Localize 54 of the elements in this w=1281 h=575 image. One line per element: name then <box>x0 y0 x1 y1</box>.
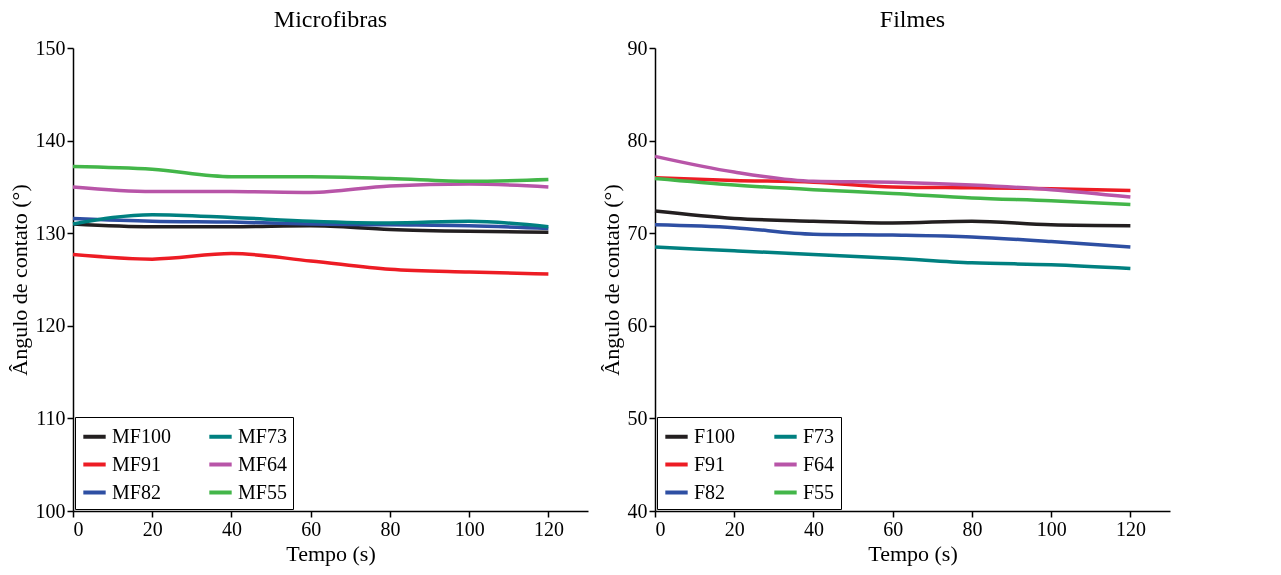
line-series <box>71 164 551 184</box>
line-series <box>653 176 1133 207</box>
x-axis-title: Tempo (s) <box>286 540 376 566</box>
y-tick-label: 90 <box>627 36 648 59</box>
legend-label: F64 <box>803 452 835 475</box>
line-series <box>653 209 1133 228</box>
line-series <box>653 154 1133 199</box>
chart-title: Filmes <box>879 6 946 32</box>
line-series <box>71 222 551 235</box>
x-tick-label: 40 <box>221 517 242 540</box>
y-tick-label: 140 <box>35 129 66 152</box>
x-tick-label: 120 <box>533 517 564 540</box>
x-tick-label: 60 <box>883 517 904 540</box>
line-series <box>653 245 1133 271</box>
x-tick-label: 0 <box>73 517 84 540</box>
x-tick-label: 100 <box>1036 517 1067 540</box>
x-tick-label: 60 <box>301 517 322 540</box>
y-tick-label: 130 <box>35 221 66 244</box>
x-tick-label: 120 <box>1115 517 1146 540</box>
line-series <box>71 182 551 195</box>
line-series <box>653 223 1133 249</box>
x-tick-label: 100 <box>454 517 485 540</box>
y-axis-title: Ângulo de contato (°) <box>598 184 624 376</box>
y-axis-title: Ângulo de contato (°) <box>6 184 32 376</box>
legend-label: MF64 <box>238 452 287 475</box>
legend-label: F82 <box>694 480 726 503</box>
y-tick-label: 100 <box>35 499 66 522</box>
legend-label: MF91 <box>112 452 161 475</box>
y-tick-label: 60 <box>627 314 648 337</box>
legend-label: F91 <box>694 452 726 475</box>
y-tick-label: 50 <box>627 406 648 429</box>
x-tick-label: 20 <box>724 517 745 540</box>
legend-label: MF82 <box>112 480 161 503</box>
x-tick-label: 20 <box>142 517 163 540</box>
line-series <box>71 251 551 276</box>
legend-label: MF100 <box>112 424 171 447</box>
x-tick-label: 0 <box>655 517 666 540</box>
y-tick-label: 110 <box>36 406 66 429</box>
x-tick-label: 80 <box>380 517 401 540</box>
x-tick-label: 40 <box>803 517 824 540</box>
y-tick-label: 150 <box>35 36 66 59</box>
x-axis-title: Tempo (s) <box>868 540 958 566</box>
legend-label: MF55 <box>238 480 287 503</box>
legend-label: F100 <box>694 424 736 447</box>
legend-label: F55 <box>803 480 835 503</box>
legend-label: F73 <box>803 424 835 447</box>
y-tick-label: 40 <box>627 499 648 522</box>
line-series <box>71 212 551 229</box>
y-tick-label: 80 <box>627 129 648 152</box>
legend-label: MF73 <box>238 424 287 447</box>
chart-title: Microfibras <box>273 6 388 32</box>
x-tick-label: 80 <box>962 517 983 540</box>
y-tick-label: 70 <box>627 221 648 244</box>
y-tick-label: 120 <box>35 314 66 337</box>
